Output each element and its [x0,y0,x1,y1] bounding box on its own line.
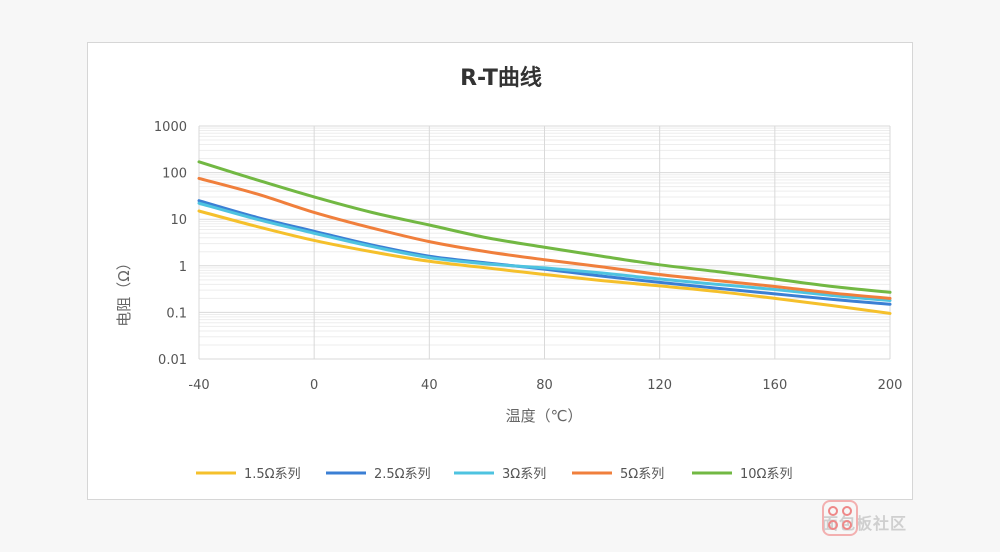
x-tick-label: 160 [762,378,787,393]
y-tick-label: 100 [162,167,187,182]
legend-label: 10Ω系列 [740,467,792,482]
rt-curve-chart: R-T曲线 0.01 0.1 1 10 100 1000 -40 0 40 80 120 160 20… [115,65,902,482]
series-line [197,160,892,294]
watermark-text: 面包板社区 [822,514,908,533]
series-line [197,201,892,303]
y-axis-label: 电阻（Ω） [115,255,133,326]
chart-card: R-T曲线 0.01 0.1 1 10 100 1000 -40 0 40 80 120 160 20… [87,42,913,500]
y-tick-label: 0.1 [166,306,187,321]
y-tick-label: 1000 [154,120,187,135]
series-line [197,176,892,300]
watermark: 面包板社区 [822,500,994,544]
x-tick-labels: -40 0 40 80 120 160 200 [188,378,902,393]
legend-label: 5Ω系列 [620,467,664,482]
x-tick-label: -40 [188,378,209,393]
y-tick-label: 0.01 [158,353,187,368]
chart-title: R-T曲线 [460,65,542,91]
x-axis-label: 温度（℃） [506,407,583,425]
x-tick-label: 0 [310,378,318,393]
grid [198,125,891,360]
x-tick-label: 80 [536,378,553,393]
y-tick-label: 1 [179,260,187,275]
x-tick-label: 40 [421,378,438,393]
legend: 1.5Ω系列 2.5Ω系列 3Ω系列 5Ω系列 10Ω系列 [196,467,792,482]
watermark-logo-icon [822,500,858,536]
x-tick-label: 200 [878,378,903,393]
y-tick-label: 10 [170,213,187,228]
legend-label: 3Ω系列 [502,467,546,482]
series-line [197,209,892,315]
legend-label: 1.5Ω系列 [244,467,301,482]
x-tick-label: 120 [647,378,672,393]
y-tick-labels: 0.01 0.1 1 10 100 1000 [154,120,187,368]
series-lines [197,160,892,315]
legend-label: 2.5Ω系列 [374,467,431,482]
